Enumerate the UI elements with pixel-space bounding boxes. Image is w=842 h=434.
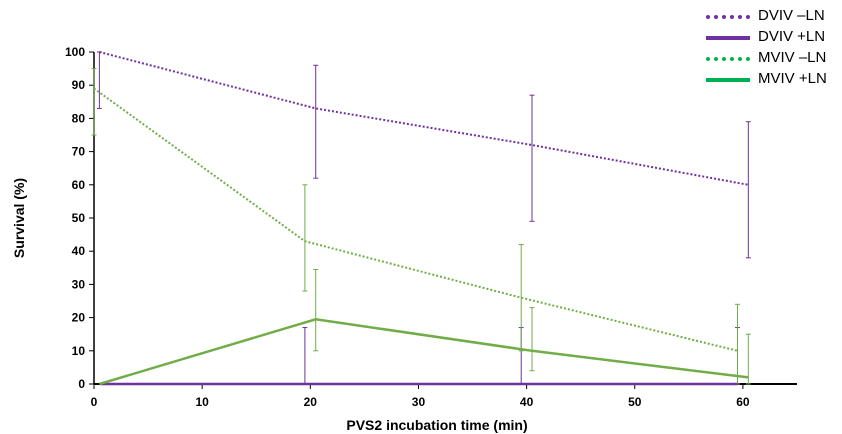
y-tick-label: 100 bbox=[65, 45, 85, 59]
legend-label: MVIV –LN bbox=[758, 49, 827, 66]
x-tick-label: 0 bbox=[91, 395, 98, 409]
legend-swatch bbox=[706, 36, 750, 40]
y-tick-label: 60 bbox=[72, 178, 86, 192]
x-tick-label: 30 bbox=[412, 395, 426, 409]
x-tick-label: 40 bbox=[520, 395, 534, 409]
legend-label: MVIV +LN bbox=[758, 70, 827, 87]
legend-label: DVIV +LN bbox=[758, 28, 826, 45]
series-line-mviv-ln bbox=[93, 87, 738, 352]
y-tick-label: 80 bbox=[72, 111, 86, 125]
legend-item: MVIV –LN bbox=[706, 48, 842, 69]
y-tick-label: 30 bbox=[72, 277, 86, 291]
legend-item: MVIV +LN bbox=[706, 69, 842, 90]
legend-swatch bbox=[706, 57, 750, 61]
series-line-dviv-ln bbox=[99, 51, 749, 186]
y-tick-label: 90 bbox=[72, 78, 86, 92]
y-axis-title: Survival (%) bbox=[11, 178, 27, 258]
legend-swatch bbox=[706, 78, 750, 82]
legend-item: DVIV –LN bbox=[706, 6, 842, 27]
legend-swatch bbox=[706, 15, 750, 19]
y-tick-label: 40 bbox=[72, 244, 86, 258]
x-tick-label: 20 bbox=[304, 395, 318, 409]
legend-label: DVIV –LN bbox=[758, 7, 825, 24]
x-tick-label: 50 bbox=[628, 395, 642, 409]
x-tick-label: 10 bbox=[195, 395, 209, 409]
axes: 0 10 20 30 40 50 60 70 80 90 100 0 10 20 30 40 50 60 bbox=[65, 45, 797, 409]
y-tick-label: 10 bbox=[72, 344, 86, 358]
y-tick-label: 20 bbox=[72, 311, 86, 325]
y-tick-label: 50 bbox=[72, 211, 86, 225]
y-tick-label: 0 bbox=[78, 377, 85, 391]
series-line-mviv-ln bbox=[99, 318, 749, 386]
legend-item: DVIV +LN bbox=[706, 27, 842, 48]
x-axis-title: PVS2 incubation time (min) bbox=[346, 417, 527, 433]
legend: DVIV –LN DVIV +LN MVIV –LN MVIV +LN bbox=[706, 6, 842, 90]
y-tick-label: 70 bbox=[72, 145, 86, 159]
x-tick-label: 60 bbox=[736, 395, 750, 409]
chart-marks bbox=[91, 51, 751, 386]
